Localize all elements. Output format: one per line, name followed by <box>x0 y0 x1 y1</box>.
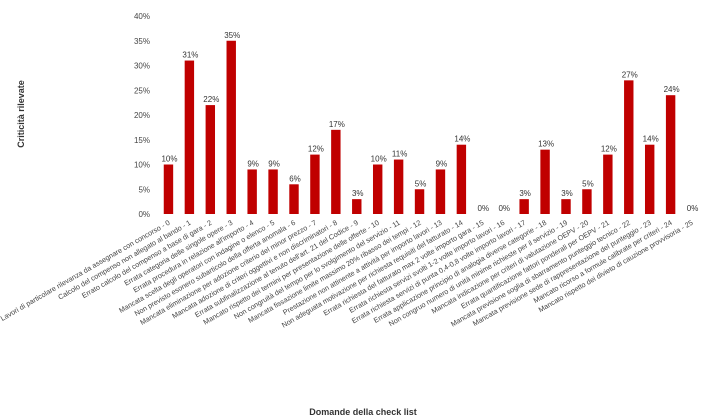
bar <box>372 164 383 214</box>
bar <box>561 199 571 214</box>
y-tick-label: 15% <box>134 136 150 145</box>
data-label: 3% <box>352 189 364 198</box>
data-label: 10% <box>371 155 387 164</box>
data-label: 6% <box>289 174 301 183</box>
data-label: 5% <box>415 179 427 188</box>
data-label: 17% <box>329 120 345 129</box>
bar <box>414 189 425 214</box>
data-label: 12% <box>601 145 617 154</box>
data-labels: 10% 31% 22% 35% 9% 9% 6% 12% 17% 3% 10% 11% 5% 9% 14% 0… <box>161 31 698 213</box>
data-label: 9% <box>436 159 448 168</box>
bar <box>582 189 592 214</box>
bar <box>226 40 236 214</box>
y-tick-label: 5% <box>138 185 150 194</box>
data-label: 14% <box>643 135 659 144</box>
data-label: 0% <box>478 204 490 213</box>
bar <box>352 199 362 214</box>
data-label: 24% <box>664 85 680 94</box>
bar <box>310 154 320 214</box>
bar <box>289 184 299 214</box>
bar <box>540 149 550 214</box>
bar <box>456 144 467 214</box>
data-label: 31% <box>182 51 198 60</box>
data-label: 0% <box>687 204 699 213</box>
y-tick-label: 20% <box>134 111 150 120</box>
data-label: 27% <box>622 70 638 79</box>
bar <box>603 154 613 214</box>
data-label: 5% <box>582 179 594 188</box>
data-label: 12% <box>308 145 324 154</box>
bars <box>163 40 676 214</box>
data-label: 11% <box>392 150 407 159</box>
y-tick-label: 35% <box>134 37 150 46</box>
y-tick-label: 25% <box>134 86 150 95</box>
data-label: 14% <box>454 135 470 144</box>
bar <box>268 169 278 214</box>
bar <box>665 95 676 214</box>
y-axis-title: Criticità rilevate <box>16 80 26 148</box>
x-axis-title: Domande della check list <box>309 407 417 417</box>
bar <box>163 164 174 214</box>
bar <box>184 60 195 214</box>
data-label: 35% <box>224 31 240 40</box>
data-label: 3% <box>519 189 531 198</box>
bar <box>644 144 655 214</box>
y-tick-label: 10% <box>134 161 150 170</box>
y-tick-label: 40% <box>134 12 150 21</box>
data-label: 9% <box>268 159 280 168</box>
y-tick-label: 30% <box>134 62 150 71</box>
y-axis: 0% 5% 10% 15% 20% 25% 30% 35% 40% <box>134 12 150 219</box>
data-label: 9% <box>247 159 259 168</box>
y-tick-label: 0% <box>138 210 150 219</box>
bar <box>519 199 529 214</box>
bar <box>331 129 341 214</box>
data-label: 22% <box>203 95 219 104</box>
data-label: 3% <box>561 189 573 198</box>
bar <box>435 169 446 214</box>
bar <box>624 80 634 214</box>
data-label: 0% <box>498 204 510 213</box>
bar <box>247 169 257 214</box>
bar <box>393 159 404 214</box>
data-label: 13% <box>538 140 554 149</box>
bar <box>205 105 216 214</box>
x-axis: Lavori di particolare rilevanza da asseg… <box>0 218 695 330</box>
data-label: 10% <box>161 155 177 164</box>
